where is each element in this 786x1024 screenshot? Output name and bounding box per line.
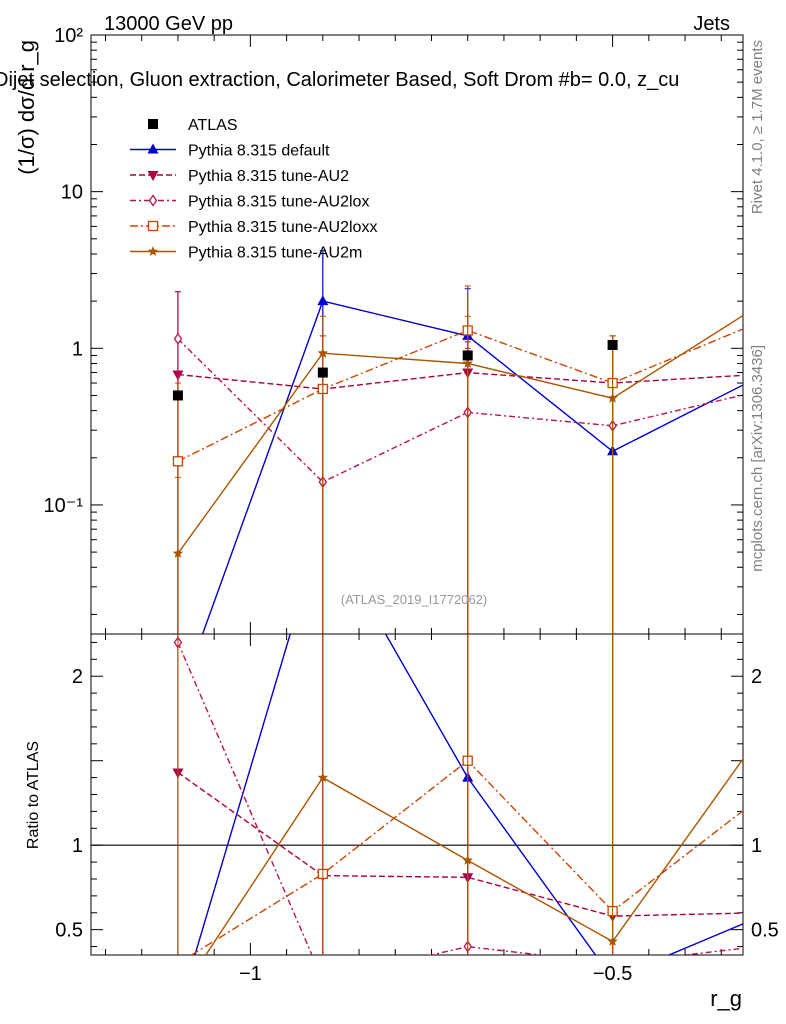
ratio-line-au2: [177, 771, 743, 917]
point-au2m: [607, 392, 618, 403]
y-axis-label: (1/σ) dσ/d r_g: [14, 40, 39, 175]
legend-marker-au2loxx: [147, 220, 159, 232]
legend-label-au2loxx: Pythia 8.315 tune-AU2loxx: [188, 219, 377, 236]
y-tick-label: 10⁻¹: [44, 495, 84, 517]
x-tick-label: −1: [239, 963, 262, 985]
energy-label: 13000 GeV pp: [104, 13, 233, 35]
legend-marker-au2: [147, 171, 159, 181]
data-point-atlas: [607, 339, 618, 350]
legend-label-au2: Pythia 8.315 tune-AU2: [188, 168, 349, 185]
legend-label-au2m: Pythia 8.315 tune-AU2m: [188, 245, 362, 262]
ratio-axis-label: Ratio to ATLAS: [25, 741, 42, 849]
data-point-atlas: [462, 350, 473, 361]
ratio-series-group: [172, 634, 743, 955]
ratio-point-au2m: [462, 854, 473, 865]
data-point-atlas: [172, 390, 183, 401]
mcplots-label: mcplots.cern.ch [arXiv:1306.3436]: [749, 345, 766, 572]
main-series-group: [172, 250, 743, 634]
ratio-point-au2m: [607, 936, 618, 946]
series-line-default: [201, 300, 743, 634]
ratio-line-au2m: [204, 757, 743, 955]
data-point-atlas: [317, 367, 328, 378]
x-tick-label: −0.5: [593, 963, 632, 985]
point-au2lox: [173, 332, 183, 345]
ratio-panel: 0.5 0.5 1 1 2 2 −1 −0.5: [55, 633, 779, 985]
ratio-tick-label: 1: [72, 835, 83, 857]
ratio-tick-label-right: 1: [751, 835, 762, 857]
ratio-tick-label-right: 2: [751, 666, 762, 688]
legend-marker-au2m: [147, 246, 159, 256]
selection-label: Dijet selection, Gluon extraction, Calor…: [0, 69, 679, 91]
legend-label-au2lox: Pythia 8.315 tune-AU2lox: [188, 194, 369, 211]
x-axis-label: r_g: [710, 986, 742, 1011]
y-tick-label: 10²: [54, 25, 83, 47]
point-au2loxx: [172, 456, 184, 467]
ratio-tick-label: 0.5: [55, 920, 83, 942]
point-default: [317, 295, 329, 306]
legend-label-default: Pythia 8.315 default: [188, 143, 330, 160]
legend-marker-au2lox: [148, 194, 158, 207]
ratio-point-au2m: [317, 772, 329, 783]
legend-marker-atlas: [148, 119, 158, 129]
legend-marker-default: [147, 143, 159, 154]
rivet-label: Rivet 4.1.0, ≥ 1.7M events: [749, 40, 766, 214]
ratio-tick-label-right: 0.5: [751, 920, 779, 942]
ratio-line-default: [194, 634, 743, 955]
legend-label-atlas: ATLAS: [188, 117, 238, 134]
series-line-au2m: [177, 314, 743, 554]
point-au2m: [317, 347, 329, 358]
y-tick-label: 1: [72, 338, 83, 360]
category-label: Jets: [693, 13, 730, 35]
point-au2m: [172, 548, 184, 558]
series-line-au2loxx: [177, 328, 743, 462]
series-line-au2lox: [177, 338, 743, 483]
y-tick-label: 10: [61, 182, 83, 204]
legend: ATLAS Pythia 8.315 default Pythia 8.315 tu…: [130, 117, 377, 262]
point-au2m: [462, 358, 473, 368]
analysis-label: (ATLAS_2019_I1772062): [341, 592, 487, 607]
ratio-tick-label: 2: [72, 666, 83, 688]
